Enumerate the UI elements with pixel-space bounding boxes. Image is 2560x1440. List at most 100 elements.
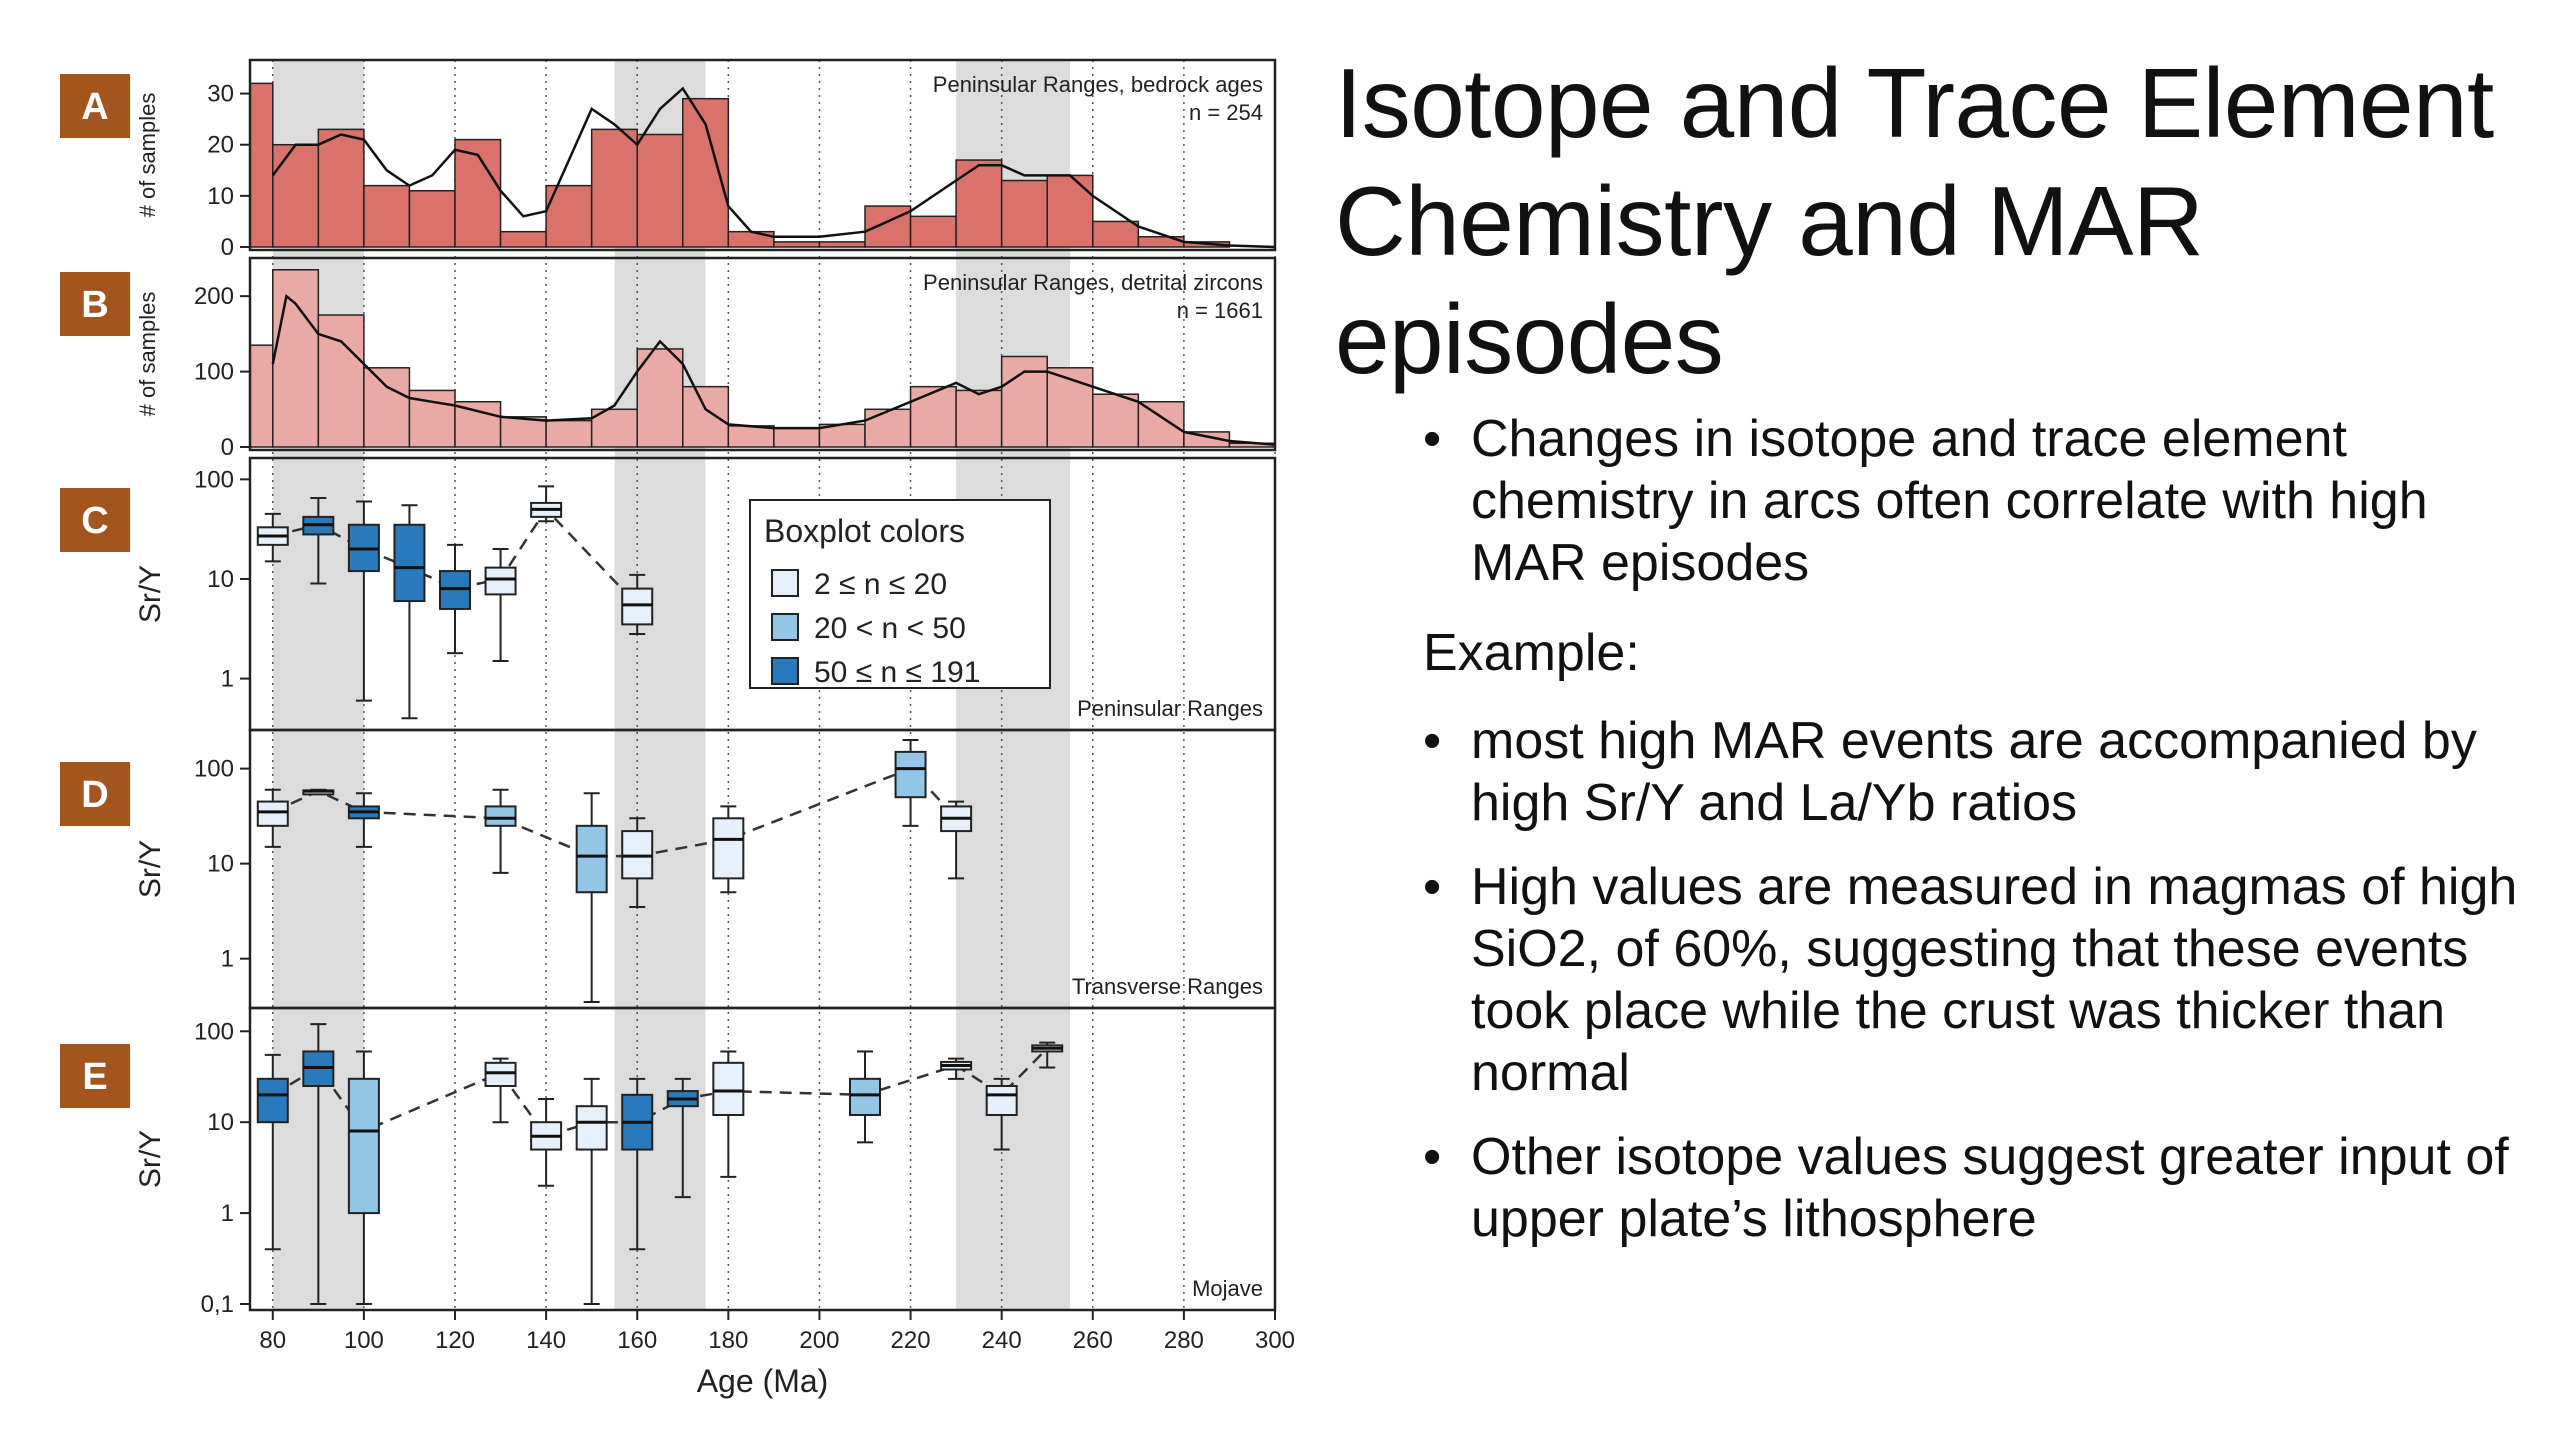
- median-trend-line: [272, 767, 958, 858]
- panel-label-box: [60, 1044, 130, 1108]
- legend-box: [749, 499, 1051, 689]
- histogram-bar: [363, 367, 411, 448]
- box-body: [575, 1105, 608, 1151]
- histogram-bar: [454, 138, 502, 248]
- histogram-bar: [1046, 174, 1094, 248]
- boxplot: [347, 500, 380, 702]
- x-tick-label: 300: [1255, 1327, 1295, 1354]
- boxplot: [484, 788, 517, 874]
- y-tick-label: 0,1: [201, 1291, 234, 1318]
- box-body: [484, 1061, 517, 1088]
- histogram-bar: [272, 269, 320, 448]
- boxplot: [256, 512, 289, 563]
- panel-label-box: [60, 272, 130, 336]
- histogram-bar: [1183, 431, 1231, 448]
- panel-label-letter: A: [81, 86, 108, 128]
- histogram-bar: [773, 241, 821, 248]
- histogram-bar: [1137, 401, 1185, 448]
- panel-label-box: [60, 74, 130, 138]
- y-axis-label: # of samples: [135, 292, 160, 417]
- panel-frame: [248, 256, 1277, 452]
- histogram-bar: [590, 408, 638, 448]
- x-tick-label: 280: [1164, 1327, 1204, 1354]
- box-body: [712, 817, 745, 880]
- panel-frame: [248, 58, 1277, 252]
- x-tick-label: 240: [982, 1327, 1022, 1354]
- boxplot: [302, 1023, 335, 1305]
- y-tick-label: 100: [194, 1018, 234, 1045]
- y-tick-label: 10: [207, 183, 234, 210]
- x-tick-label: 100: [344, 1327, 384, 1354]
- histogram-bar: [864, 205, 912, 248]
- boxplot: [575, 792, 608, 1003]
- histogram-bar: [499, 416, 547, 448]
- histogram-bar: [909, 215, 957, 248]
- histogram-bar: [727, 230, 775, 248]
- histogram-bar: [909, 385, 957, 448]
- bullet-item: most high MAR events are accompanied by …: [1423, 710, 2535, 834]
- y-tick-label: 1: [221, 666, 234, 693]
- boxplot: [347, 1050, 380, 1305]
- panel-frame: [248, 1006, 1277, 1312]
- y-axis-label: Sr/Y: [134, 565, 167, 623]
- histogram-bar: [249, 344, 274, 448]
- y-tick-label: 100: [194, 756, 234, 783]
- panel-n-label: n = 1661: [1177, 298, 1263, 323]
- legend-entry: 2 ≤ n ≤ 20: [814, 568, 947, 601]
- box-body: [256, 1077, 289, 1124]
- boxplot: [621, 817, 654, 908]
- y-tick-label: 10: [207, 566, 234, 593]
- y-tick-label: 30: [207, 81, 234, 108]
- boxplot: [439, 543, 471, 655]
- y-tick-label: 10: [207, 851, 234, 878]
- bullet-item: Changes in isotope and trace element che…: [1423, 408, 2535, 594]
- boxplot: [256, 1053, 289, 1251]
- panel-label-box: [60, 488, 130, 552]
- panel-label-d: D: [60, 762, 130, 826]
- histogram-bar: [1092, 220, 1140, 248]
- box-body: [484, 805, 517, 827]
- box-body: [849, 1077, 881, 1116]
- boxplot: [849, 1050, 881, 1144]
- histogram-bar: [682, 97, 730, 248]
- density-curve: [271, 86, 1276, 249]
- histogram-bar: [682, 385, 730, 448]
- bullet-item: Other isotope values suggest greater inp…: [1423, 1126, 2535, 1250]
- histogram-bar: [955, 159, 1003, 248]
- y-tick-label: 0: [221, 234, 234, 261]
- x-tick-label: 180: [708, 1327, 748, 1354]
- boxplot: [985, 1077, 1018, 1151]
- histogram-bar: [272, 143, 320, 248]
- histogram-bar: [864, 408, 912, 448]
- boxplot: [393, 504, 426, 720]
- bullet-item: High values are measured in magmas of hi…: [1423, 856, 2535, 1104]
- histogram-bar: [773, 427, 821, 448]
- histogram-bar: [1000, 355, 1048, 448]
- box-body: [347, 1077, 380, 1215]
- slide-text: Isotope and Trace Element Chemistry and …: [1335, 30, 2535, 1272]
- panel-label-letter: E: [82, 1056, 107, 1098]
- boxplot: [256, 788, 289, 848]
- slide-title: Isotope and Trace Element Chemistry and …: [1335, 48, 2494, 394]
- box-body: [256, 800, 289, 827]
- panel-label-a: A: [60, 74, 130, 138]
- boxplot: [1031, 1041, 1064, 1069]
- panel-n-label: n = 254: [1189, 100, 1263, 125]
- panel-label-letter: D: [81, 774, 108, 816]
- histogram-bar: [408, 189, 456, 248]
- panel-label-box: [60, 762, 130, 826]
- y-tick-label: 200: [194, 283, 234, 310]
- boxplot: [530, 1097, 563, 1187]
- histogram-bar: [818, 241, 866, 248]
- panel-label-b: B: [60, 272, 130, 336]
- boxplot: [575, 1077, 608, 1305]
- y-tick-label: 0: [221, 434, 234, 461]
- boxplot: [666, 1077, 699, 1199]
- boxplot: [347, 792, 380, 848]
- histogram-bar: [636, 348, 684, 448]
- box-body: [484, 566, 517, 596]
- legend-entry: 20 < n < 50: [814, 612, 966, 645]
- boxplot: [712, 1050, 745, 1178]
- y-axis-label: Sr/Y: [134, 1130, 167, 1188]
